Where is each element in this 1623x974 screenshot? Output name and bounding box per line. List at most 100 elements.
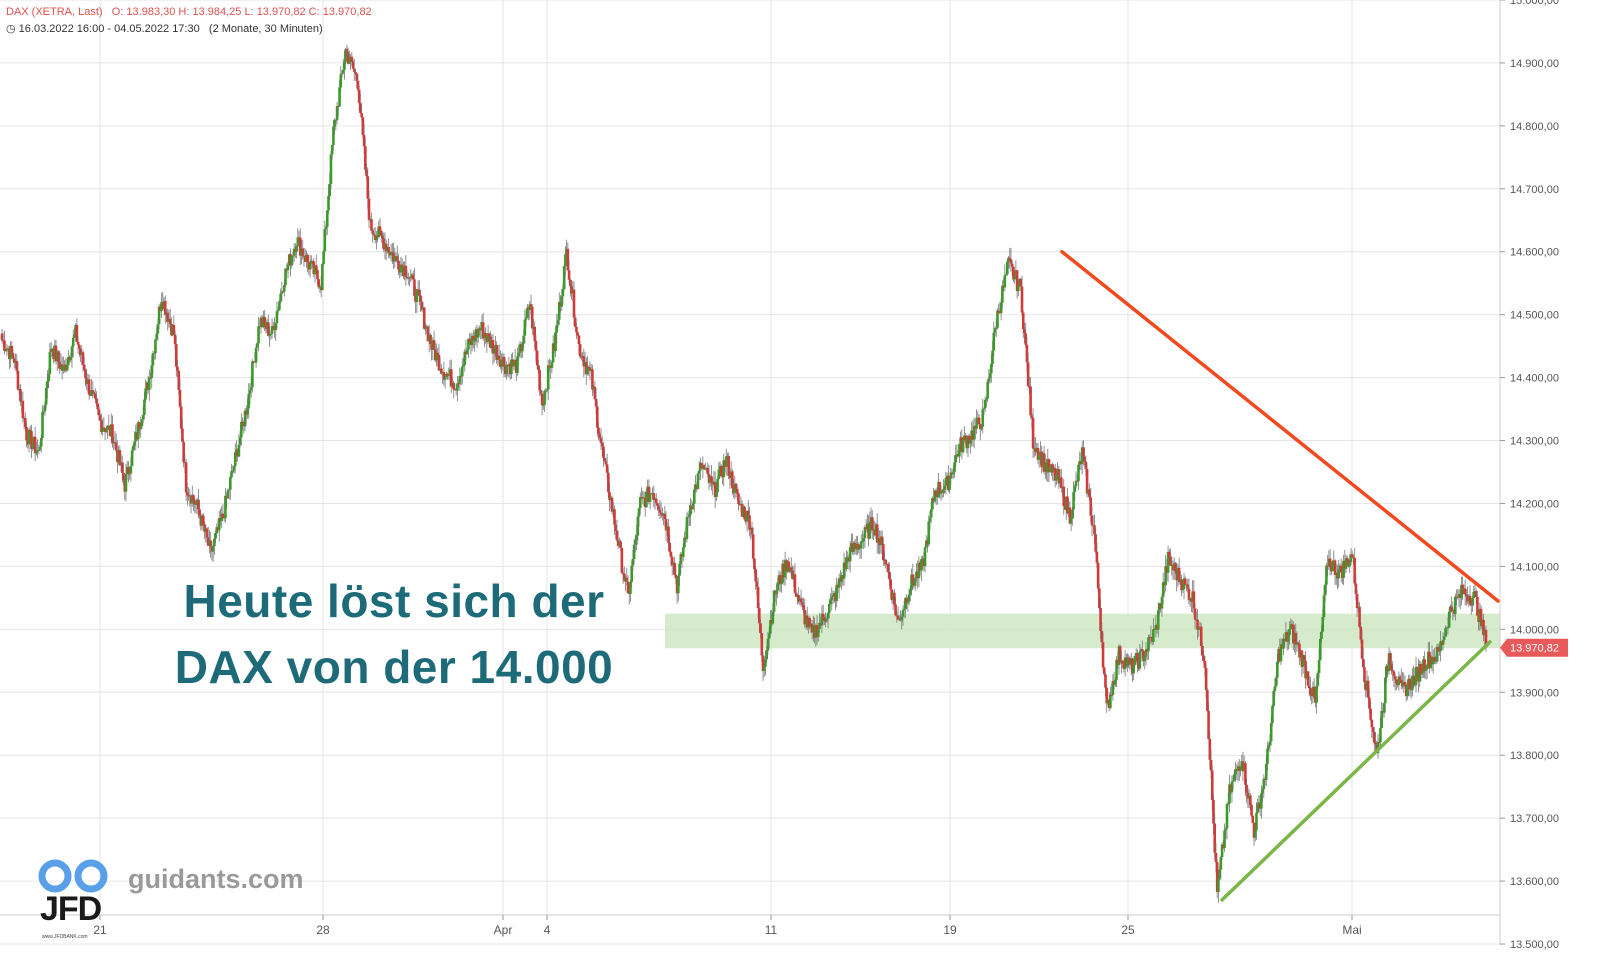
candle-body	[1266, 748, 1269, 764]
candle-body	[823, 617, 826, 621]
candle-body	[1144, 649, 1148, 657]
candle-body	[954, 455, 958, 463]
y-axis-tick-label: 13.600,00	[1510, 876, 1559, 888]
candle-body	[327, 195, 330, 211]
candle-body	[340, 72, 344, 75]
candle-body	[566, 248, 570, 271]
candle-body	[669, 551, 673, 558]
candle-body	[1115, 659, 1118, 680]
candle-body	[1177, 567, 1181, 583]
candle-body	[1304, 660, 1307, 679]
candle-body	[82, 364, 86, 370]
candle-body	[893, 592, 896, 605]
candle-body	[284, 268, 287, 286]
candle-body	[389, 251, 393, 256]
candle-body	[157, 306, 161, 325]
candle-body	[301, 248, 305, 256]
candle-body	[1174, 563, 1177, 572]
candle-body	[136, 422, 140, 440]
candle-body	[772, 590, 776, 612]
x-axis-tick-label: 28	[316, 923, 330, 937]
candle-body	[593, 386, 597, 400]
candle-body	[459, 375, 463, 377]
candle-body	[835, 584, 838, 602]
candle-body	[1008, 257, 1012, 260]
candle-body	[1468, 595, 1472, 605]
candle-body	[602, 446, 605, 458]
candle-body	[28, 429, 32, 432]
candle-body	[967, 435, 971, 444]
candle-body	[460, 366, 464, 377]
candle-body	[988, 373, 992, 379]
candle-body	[894, 604, 897, 616]
candle-body	[884, 559, 888, 565]
candle-body	[933, 490, 937, 502]
candle-body	[820, 613, 824, 626]
resistance-trendline	[1060, 249, 1500, 603]
candle-body	[372, 233, 376, 236]
candle-body	[1225, 803, 1229, 829]
candle-body	[140, 419, 144, 426]
candle-body	[267, 322, 270, 336]
candle-body	[93, 393, 97, 399]
x-axis-tick-label: 25	[1121, 923, 1135, 937]
brand-site[interactable]: guidants.com	[128, 864, 304, 894]
candle-body	[1408, 678, 1412, 690]
candle-body	[1053, 468, 1057, 481]
candle-body	[491, 339, 495, 354]
candle-body	[895, 615, 899, 617]
candle-body	[409, 276, 413, 279]
candle-body	[769, 620, 772, 634]
candle-body	[1368, 697, 1371, 709]
candle-body	[364, 146, 367, 170]
candle-body	[141, 414, 145, 420]
candle-body	[848, 547, 852, 562]
candle-body	[521, 343, 524, 352]
candle-body	[420, 301, 424, 310]
candle-body	[1, 340, 5, 342]
candle-body	[202, 515, 205, 525]
candle-body	[1392, 671, 1396, 677]
candle-body	[794, 592, 798, 597]
candle-body	[818, 622, 821, 630]
candle-body	[1118, 646, 1122, 663]
candle-body	[1306, 671, 1310, 686]
candle-body	[1004, 274, 1008, 276]
candle-body	[379, 230, 383, 236]
candle-body	[150, 365, 154, 378]
candle-body	[1274, 677, 1278, 687]
candle-body	[1207, 710, 1210, 739]
candle-body	[1326, 565, 1329, 567]
candle-body	[371, 230, 374, 234]
candle-body	[1344, 558, 1348, 569]
candle-body	[4, 350, 7, 352]
candle-body	[95, 398, 98, 404]
candle-body	[613, 509, 616, 525]
candle-body	[1186, 584, 1190, 589]
candle-body	[468, 338, 471, 341]
candle-body	[1012, 266, 1015, 280]
candle-body	[691, 503, 695, 510]
candle-body	[961, 440, 965, 453]
candle-body	[1420, 672, 1424, 675]
candle-body	[492, 348, 496, 354]
candle-body	[178, 389, 182, 407]
candle-body	[626, 581, 630, 593]
candle-body	[1393, 676, 1397, 680]
candle-body	[603, 457, 606, 462]
candle-body	[986, 381, 989, 399]
candle-body	[808, 618, 811, 627]
candle-body	[582, 356, 586, 367]
candle-body	[771, 611, 775, 624]
candle-body	[991, 350, 994, 364]
candle-body	[226, 490, 230, 499]
candle-body	[1271, 705, 1274, 724]
candle-body	[1007, 257, 1010, 262]
candle-body	[934, 490, 938, 496]
candle-body	[248, 389, 252, 395]
candle-body	[985, 398, 988, 400]
candle-body	[543, 391, 546, 405]
candle-body	[365, 169, 368, 177]
y-axis-tick-label: 14.100,00	[1510, 561, 1559, 573]
